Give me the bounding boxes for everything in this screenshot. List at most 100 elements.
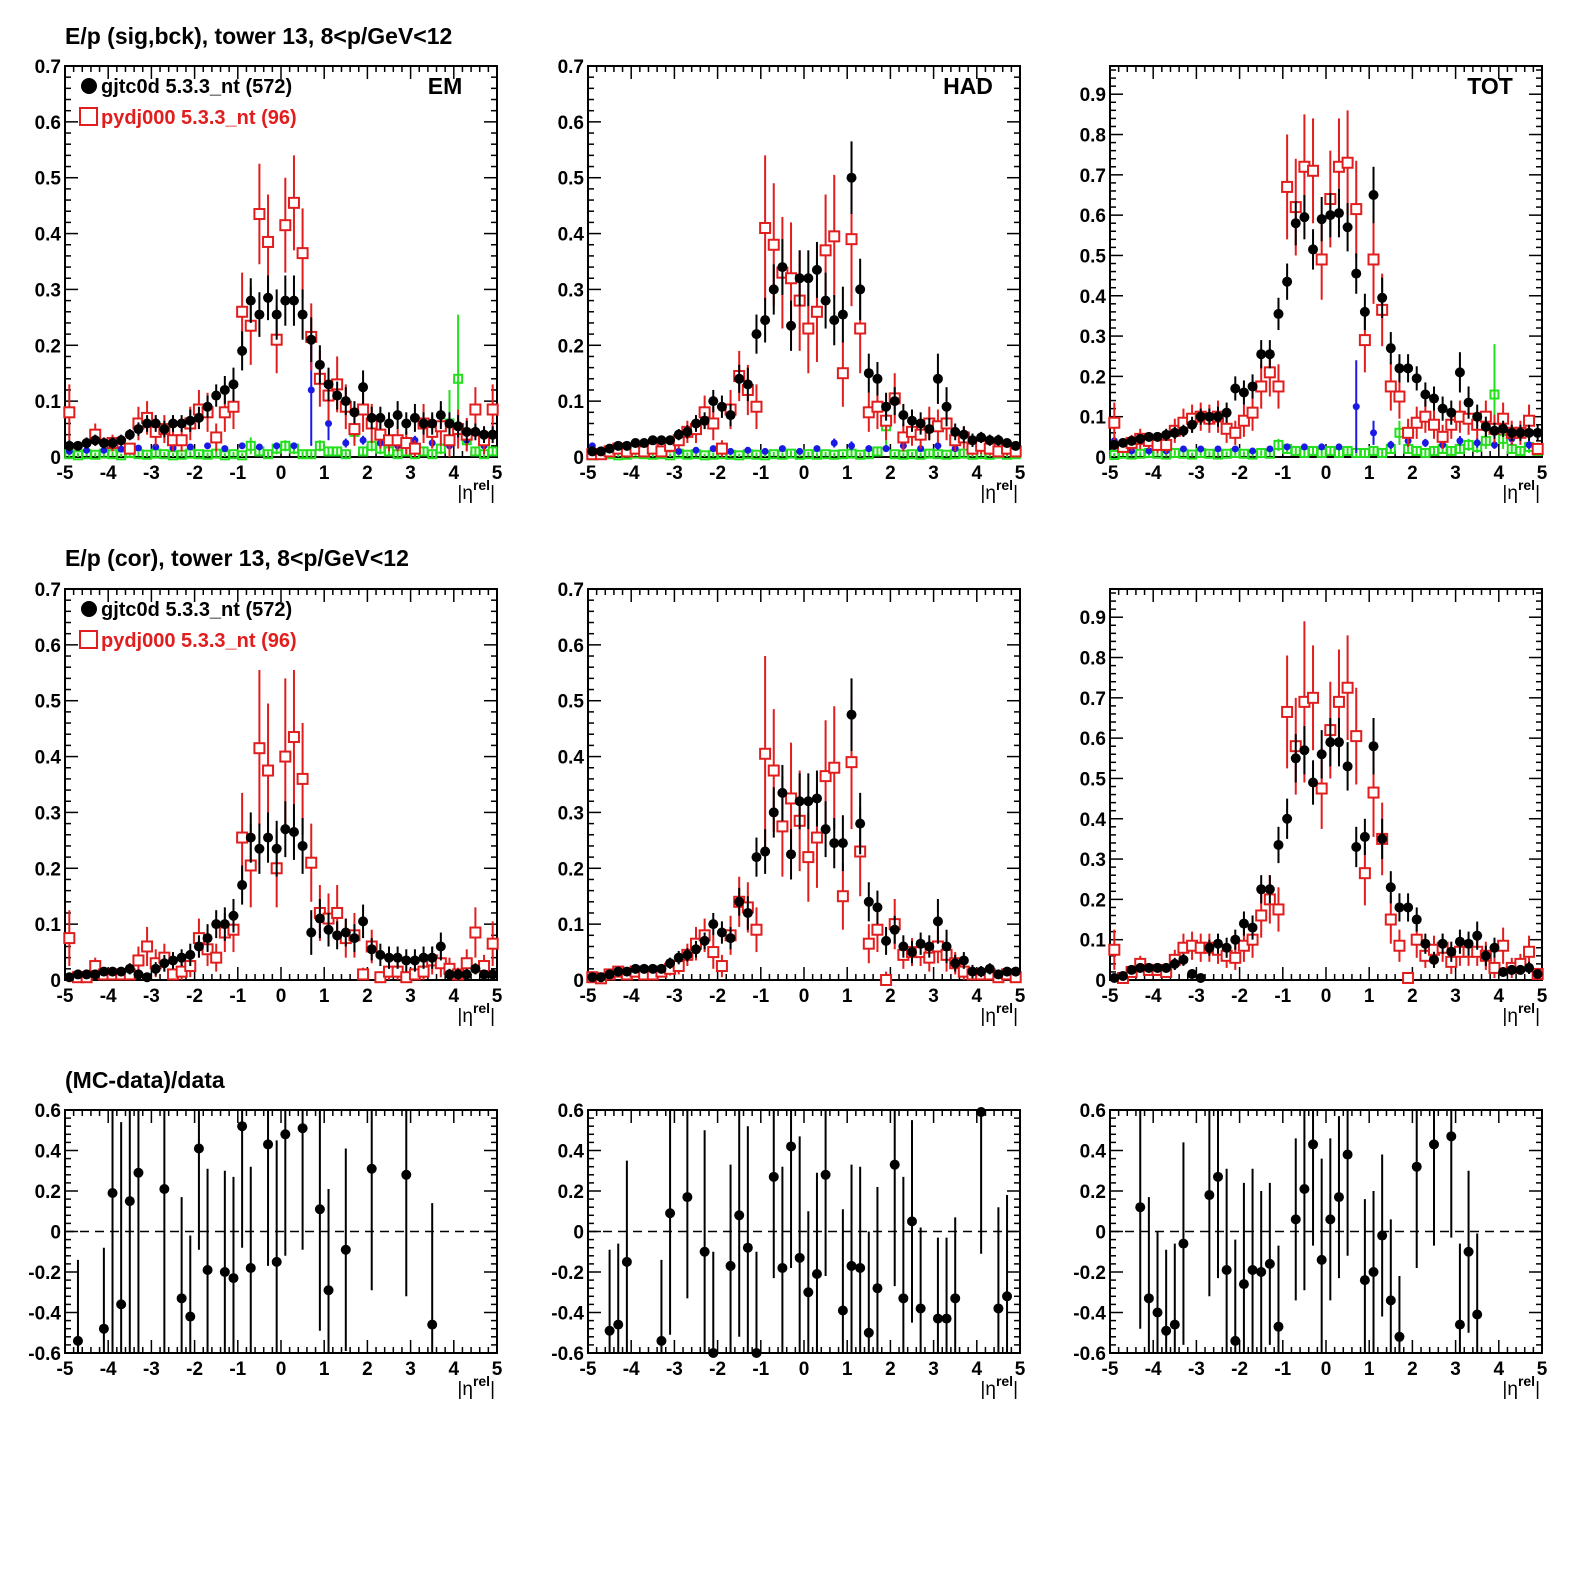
marker-dot — [409, 412, 420, 423]
series-mc — [63, 155, 499, 457]
marker-dot — [314, 913, 325, 924]
y-tick-label: 0.3 — [558, 803, 584, 824]
x-tick-label: 1 — [842, 1359, 853, 1380]
point-data — [803, 250, 814, 307]
marker-dot — [427, 418, 438, 429]
marker-dot — [64, 972, 75, 983]
marker-dot — [1290, 218, 1301, 229]
marker-dot — [186, 443, 194, 451]
point-bck_mc — [1308, 445, 1319, 456]
marker-dot — [1195, 972, 1206, 983]
series-data — [72, 1110, 438, 1353]
marker-dot — [656, 435, 667, 446]
point-data — [837, 815, 848, 872]
point-data — [193, 935, 204, 958]
point-data — [1256, 1191, 1267, 1353]
marker-open-square — [1255, 380, 1268, 393]
point-data — [872, 362, 883, 396]
y-tick-label: -0.6 — [551, 1344, 584, 1365]
x-tick-label: 1 — [319, 463, 330, 484]
marker-dot — [1187, 419, 1198, 430]
x-tick-label: -1 — [752, 986, 769, 1007]
y-tick-label: 0.2 — [1080, 367, 1106, 388]
marker-dot — [665, 958, 676, 969]
point-bck_data — [1335, 443, 1343, 451]
marker-dot — [639, 963, 650, 974]
marker-dot — [159, 424, 170, 435]
point-bck_mc — [1342, 445, 1353, 456]
marker-dot — [778, 445, 786, 453]
point-bck_mc — [1290, 445, 1301, 456]
marker-open-square — [1315, 782, 1328, 795]
point-data — [1506, 424, 1517, 441]
point-data — [976, 966, 987, 978]
x-tick-label: 3 — [928, 986, 939, 1007]
marker-open-square — [357, 403, 370, 416]
point-data — [453, 415, 464, 438]
point-data — [1325, 192, 1336, 238]
marker-dot — [72, 969, 83, 980]
point-data — [1515, 964, 1526, 975]
marker-dot — [193, 1143, 204, 1154]
legend-entry-mc: pydj000 5.3.3_nt (96) — [101, 630, 297, 652]
point-data — [639, 963, 650, 974]
marker-dot — [1420, 389, 1431, 400]
marker-dot — [107, 1188, 118, 1199]
point-bck_data — [1145, 447, 1153, 455]
marker-open-square — [236, 305, 249, 318]
marker-dot — [1385, 343, 1396, 354]
legend-entry-mc: pydj000 5.3.3_nt (96) — [101, 107, 297, 129]
point-data — [392, 946, 403, 969]
series-data — [1109, 717, 1543, 983]
point-data — [1161, 428, 1172, 441]
point-bck_mc — [263, 449, 274, 460]
marker-dot — [1221, 1264, 1232, 1275]
point-data — [124, 429, 135, 441]
point-data — [64, 440, 75, 452]
marker-dot — [1316, 1254, 1327, 1265]
marker-dot — [813, 445, 821, 453]
marker-dot — [1351, 841, 1362, 852]
point-data — [725, 1164, 736, 1353]
marker-open-square — [1263, 366, 1276, 379]
marker-open-square — [1160, 438, 1173, 451]
marker-open-square — [776, 820, 789, 833]
point-data — [401, 949, 412, 972]
panel-had_ratio: -5 -4 -3 -2 -1 0 1 2 3 4 5 -0.6 -0.4 -0.2 0 0.2 0.4 0.6 |η… — [551, 1101, 1025, 1400]
y-tick-label: 0.2 — [35, 336, 61, 357]
point-bck_mc — [245, 437, 256, 455]
y-tick-label: 0.7 — [558, 580, 584, 601]
marker-dot — [453, 421, 464, 432]
marker-dot — [950, 1293, 961, 1304]
marker-dot — [889, 396, 900, 407]
marker-open-square — [872, 446, 883, 457]
point-data — [1325, 717, 1336, 767]
marker-dot — [72, 1335, 83, 1346]
point-data — [1256, 875, 1267, 904]
point-data — [993, 434, 1004, 446]
y-tick-label: 0.4 — [558, 1142, 585, 1163]
point-bck_mc — [358, 446, 369, 457]
marker-open-square — [802, 851, 815, 864]
marker-dot — [777, 787, 788, 798]
marker-dot — [487, 429, 498, 440]
series-data — [1109, 166, 1543, 450]
marker-dot — [915, 418, 926, 429]
marker-dot — [401, 955, 412, 966]
marker-dot — [881, 935, 892, 946]
point-mc — [1350, 687, 1363, 785]
marker-dot — [444, 418, 455, 429]
marker-dot — [1325, 1214, 1336, 1225]
marker-open-square — [487, 446, 498, 457]
point-bck_data — [1456, 436, 1464, 446]
point-data — [1472, 921, 1483, 950]
point-data — [621, 440, 632, 451]
y-tick-label: 0.7 — [35, 580, 61, 601]
marker-open-square — [279, 219, 292, 232]
point-data — [98, 1247, 109, 1353]
point-mc — [828, 174, 841, 298]
marker-open-square — [880, 974, 893, 986]
point-data — [288, 804, 299, 860]
point-data — [898, 403, 909, 427]
marker-dot — [228, 379, 239, 390]
